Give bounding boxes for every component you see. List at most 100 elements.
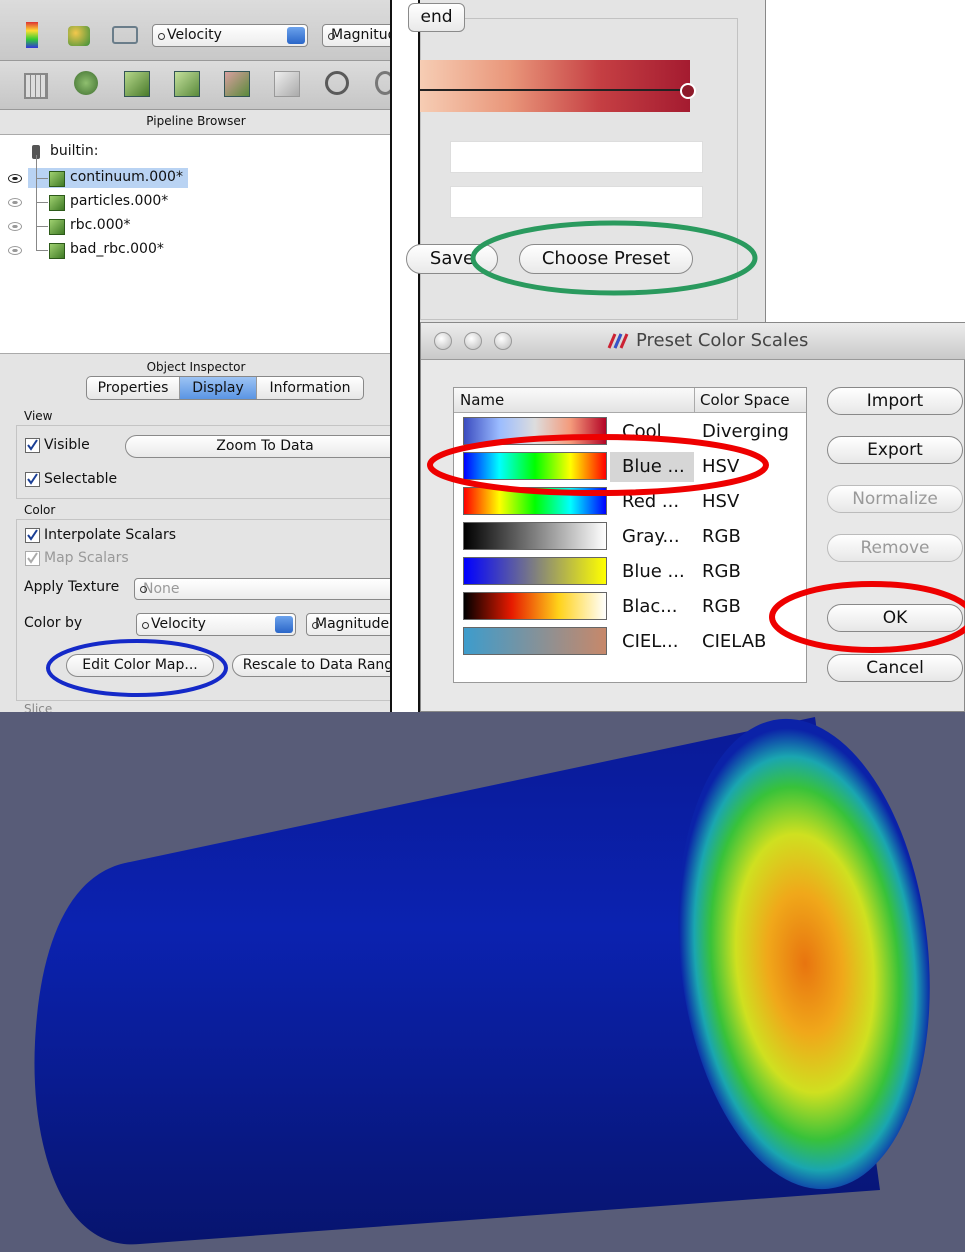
group-box (16, 519, 393, 701)
preset-row[interactable]: Gray... RGB (454, 520, 806, 553)
checkbox-label: Selectable (44, 471, 118, 487)
texture-combo[interactable]: None (134, 578, 404, 600)
eye-icon[interactable] (8, 174, 22, 183)
array-combo[interactable]: Velocity (152, 24, 308, 47)
preset-row[interactable]: Blac... RGB (454, 590, 806, 623)
color-map-editor: end Save Choose Preset (406, 0, 766, 322)
button[interactable]: Rescale to Data Rang (232, 654, 404, 677)
filter-toolbar (0, 61, 395, 110)
tree-branch (36, 178, 48, 179)
preset-name: Blac... (622, 596, 678, 617)
tree-branch (36, 250, 48, 251)
button[interactable]: OK (827, 604, 963, 632)
preset-space: HSV (702, 456, 740, 477)
selection-highlight (28, 168, 188, 188)
server-icon (32, 145, 40, 159)
preset-dialog: Preset Color Scales Name Color Space Coo… (420, 322, 965, 712)
tab-active[interactable]: Display (180, 377, 257, 399)
extract-icon[interactable] (274, 71, 300, 97)
preset-name: Blue ... (622, 561, 685, 582)
slice-icon[interactable] (174, 71, 200, 97)
color-swatch (463, 627, 607, 655)
button[interactable]: Choose Preset (519, 244, 693, 274)
tree-root[interactable]: builtin: (50, 143, 99, 159)
color-swatch (463, 592, 607, 620)
preset-row[interactable]: CIEL... CIELAB (454, 625, 806, 658)
tab[interactable]: Information (269, 380, 351, 396)
column-header[interactable]: Color Space (700, 391, 790, 409)
text-field[interactable] (450, 141, 703, 173)
glyph-icon[interactable] (325, 71, 349, 95)
zoom-button[interactable] (494, 332, 512, 350)
tree-item[interactable]: rbc.000* (70, 217, 131, 233)
preset-row[interactable]: Red ... HSV (454, 485, 806, 518)
contour-icon[interactable] (74, 71, 98, 95)
cylinder-body (34, 717, 881, 1245)
control-point[interactable] (680, 83, 696, 99)
preset-row[interactable]: Blue ... RGB (454, 555, 806, 588)
tab[interactable]: Properties (87, 377, 180, 399)
cylinder-cap (678, 718, 930, 1190)
color-by-text: Velocity (151, 616, 206, 632)
preset-row[interactable]: Blue ... HSV (454, 450, 806, 483)
preset-name: Gray... (622, 526, 680, 547)
clip-icon[interactable] (124, 71, 150, 97)
field-label: Color by (24, 615, 83, 631)
tab[interactable]: end (408, 3, 465, 32)
dialog-title: Preset Color Scales (636, 330, 809, 351)
color-swatch (463, 557, 607, 585)
tree-item[interactable]: bad_rbc.000* (70, 241, 164, 257)
minimize-button[interactable] (464, 332, 482, 350)
column-divider (694, 388, 695, 412)
texture-text: None (143, 581, 180, 597)
component-combo[interactable]: Magnitude (306, 613, 402, 636)
component-combo[interactable]: Magnitud (322, 24, 402, 47)
color-swatch (463, 452, 607, 480)
button[interactable]: Import (827, 387, 963, 415)
button[interactable]: Export (827, 436, 963, 464)
tree-branch (36, 226, 48, 227)
preset-space: RGB (702, 596, 741, 617)
render-view (0, 712, 965, 1252)
app-icon (607, 333, 629, 349)
preset-space: Diverging (702, 421, 789, 442)
rescale-icon[interactable] (112, 26, 138, 44)
checkbox-checked[interactable] (25, 528, 40, 543)
calculator-icon[interactable] (24, 73, 48, 99)
section-label: Color (24, 503, 56, 517)
tree-item[interactable]: continuum.000* (70, 169, 183, 185)
threshold-icon[interactable] (224, 71, 250, 97)
color-icon[interactable] (68, 26, 90, 46)
checkbox-checked[interactable] (25, 472, 40, 487)
button[interactable]: Edit Color Map... (66, 654, 214, 677)
close-button[interactable] (434, 332, 452, 350)
eye-icon[interactable] (8, 222, 22, 231)
tree-branch (36, 202, 48, 203)
preset-row[interactable]: Cool Diverging (454, 415, 806, 448)
color-legend-icon[interactable] (26, 22, 38, 48)
checkbox-checked[interactable] (25, 438, 40, 453)
left-panel: Velocity Magnitud Pipeline Browser built… (0, 0, 405, 716)
preset-space: RGB (702, 561, 741, 582)
preset-table: Name Color Space Cool Diverging Blue ... HS… (453, 387, 807, 683)
check (27, 473, 38, 485)
color-swatch (463, 417, 607, 445)
component-text: Magnitude (315, 616, 390, 632)
section-label: View (24, 409, 53, 423)
button[interactable]: Cancel (827, 654, 963, 682)
toolbar: Velocity Magnitud (0, 0, 402, 61)
preset-space: HSV (702, 491, 740, 512)
tree-item[interactable]: particles.000* (70, 193, 169, 209)
color-swatch (463, 522, 607, 550)
preset-name: CIEL... (622, 631, 679, 652)
color-by-combo[interactable]: Velocity (136, 613, 296, 636)
separator (390, 0, 420, 712)
button[interactable]: Zoom To Data (125, 435, 405, 458)
eye-icon[interactable] (8, 246, 22, 255)
eye-icon[interactable] (8, 198, 22, 207)
tree-line (36, 155, 37, 251)
button[interactable]: Save (406, 244, 498, 274)
text-field[interactable] (450, 186, 703, 218)
column-header[interactable]: Name (460, 391, 505, 409)
